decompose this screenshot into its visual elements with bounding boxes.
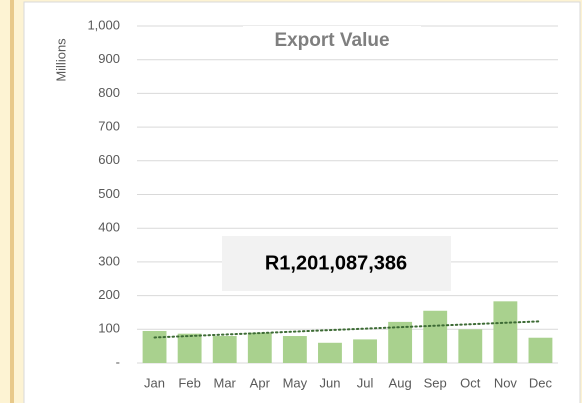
x-tick-label: Jul [357,375,374,390]
bar [493,301,518,363]
y-tick-label: 800 [98,85,120,100]
bar [423,310,448,363]
bar [528,337,553,363]
y-tick-label: 900 [98,51,120,66]
x-tick-label: Jun [319,375,340,390]
bar [318,342,342,363]
bar [247,332,272,363]
x-tick-label: Aug [389,375,412,390]
y-tick-label: 700 [98,119,120,134]
bar [177,333,202,363]
x-tick-label: Sep [424,375,447,390]
bar [212,336,237,363]
x-tick-label: Apr [250,375,271,390]
bar [353,339,377,363]
bar [388,321,413,363]
x-tick-label: Feb [178,375,200,390]
x-tick-label: May [283,375,308,390]
panel-edge [10,0,14,403]
bar [458,329,483,363]
y-tick-label: 100 [98,321,120,336]
title-bg [243,26,421,56]
x-tick-label: Nov [494,375,518,390]
y-tick-label: 500 [98,186,120,201]
x-tick-label: Jan [144,375,165,390]
x-tick-label: Dec [529,375,553,390]
x-tick-label: Oct [460,375,481,390]
y-tick-label: - [116,354,120,369]
trendline [153,320,542,339]
x-tick-label: Mar [214,375,237,390]
y-tick-label: 300 [98,253,120,268]
y-tick-label: 200 [98,287,120,302]
annotation-box [222,236,451,291]
y-tick-label: 600 [98,152,120,167]
bar [142,330,167,363]
y-tick-label: 1,000 [87,17,120,32]
chart-title: Export Value [274,30,389,51]
y-axis-label: Millions [53,38,68,82]
annotation: R1,201,087,386 [265,252,407,274]
y-tick-label: 400 [98,220,120,235]
bar [282,336,307,363]
